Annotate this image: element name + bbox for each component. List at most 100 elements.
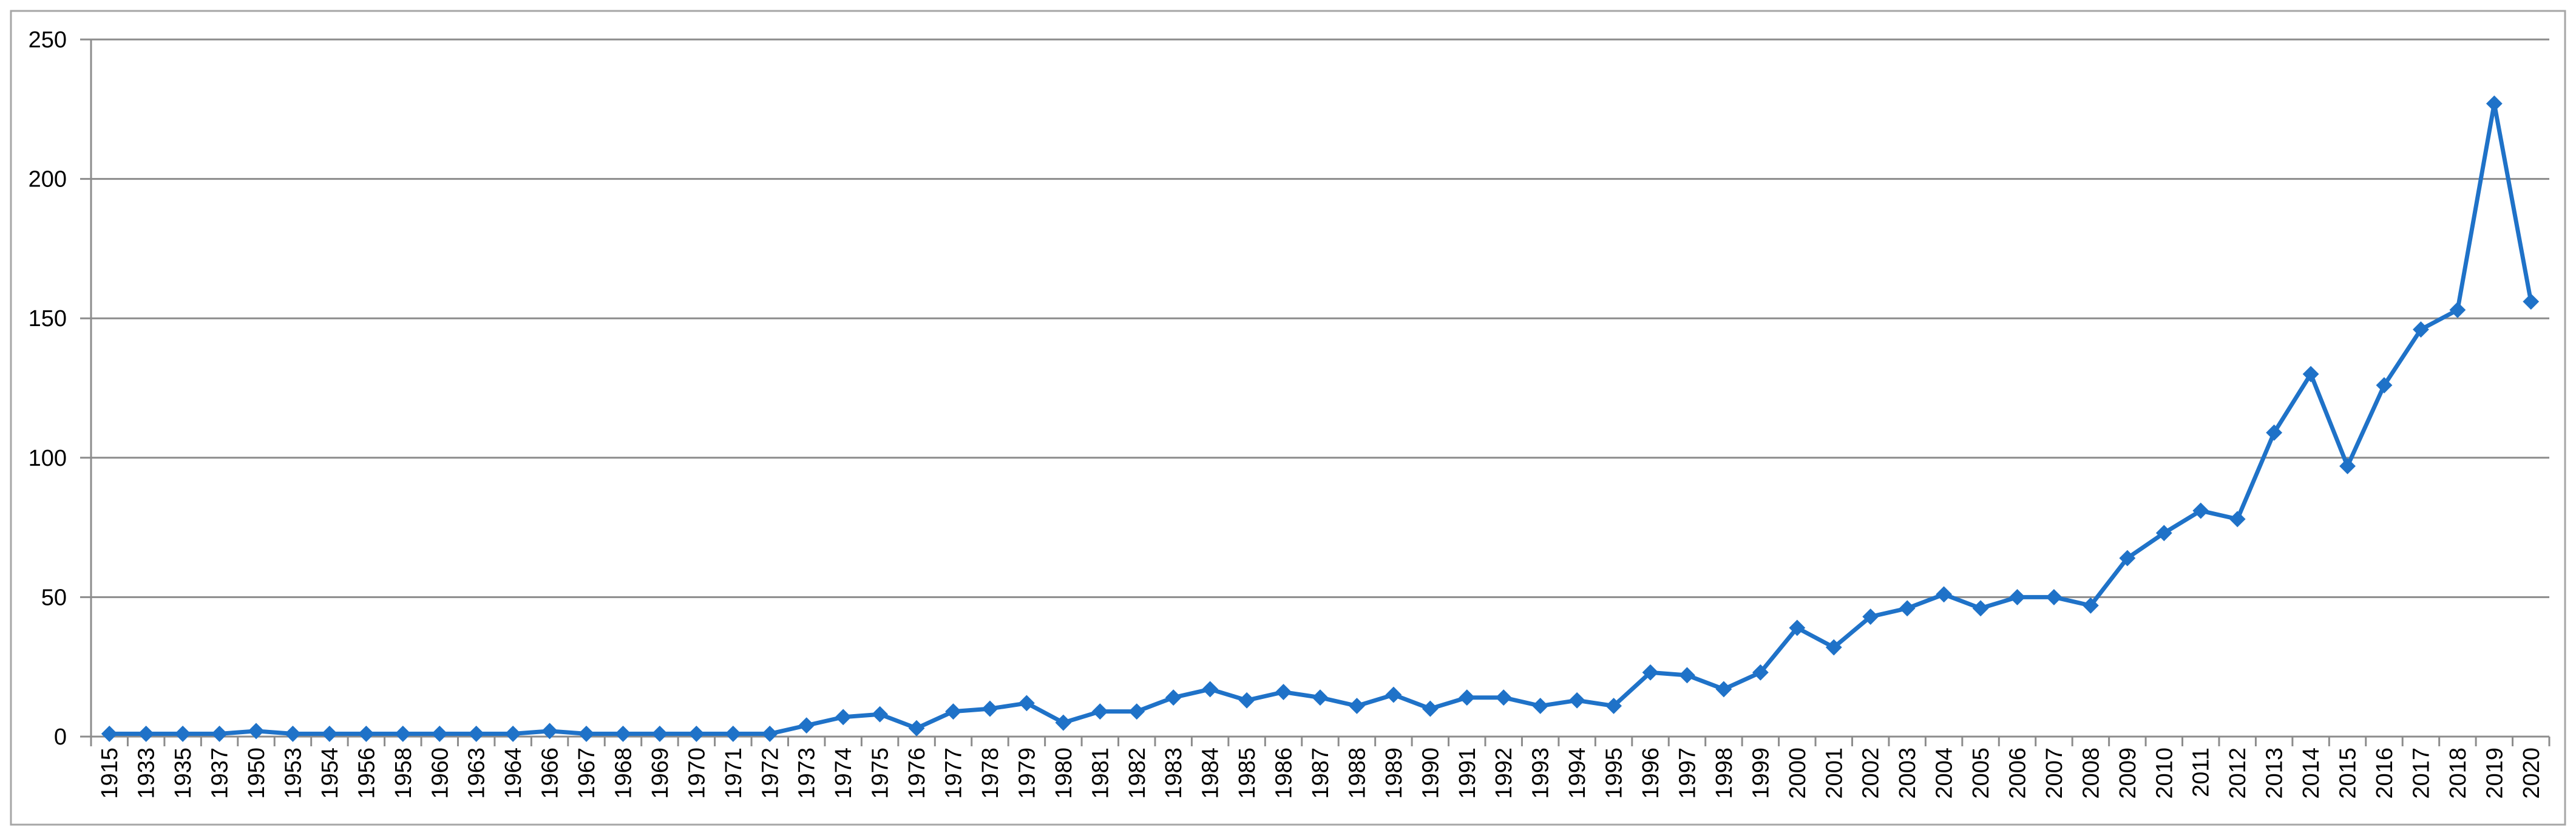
data-point: [578, 725, 595, 742]
x-tick-label: 2017: [2408, 748, 2434, 799]
x-tick-label: 2011: [2189, 748, 2214, 797]
data-point: [2192, 502, 2209, 519]
data-point: [1275, 684, 1292, 700]
data-point: [1459, 689, 1476, 706]
data-point: [1495, 689, 1512, 706]
x-tick-label: 2005: [1968, 748, 1994, 799]
x-tick-label: 1991: [1455, 748, 1480, 799]
x-tick-label: 1933: [134, 748, 160, 799]
x-tick-label: 2009: [2115, 748, 2141, 799]
data-point: [2155, 525, 2172, 542]
data-point: [1202, 681, 1219, 698]
x-tick-label: 1963: [464, 748, 490, 799]
x-tick-label: 2004: [1932, 748, 1957, 799]
data-point: [1568, 692, 1585, 709]
data-point: [285, 725, 301, 742]
x-tick-label: 2002: [1859, 748, 1884, 799]
x-tick-label: 1973: [795, 748, 820, 799]
data-point: [761, 725, 778, 742]
x-tick-label: 1964: [501, 748, 526, 799]
x-tick-label: 1996: [1638, 748, 1664, 799]
x-tick-label: 2008: [2078, 748, 2104, 799]
data-point: [1349, 698, 1365, 714]
x-tick-label: 1979: [1014, 748, 1040, 799]
x-tick-label: 1995: [1602, 748, 1627, 799]
data-point: [615, 725, 631, 742]
data-point: [395, 725, 412, 742]
x-tick-labels: 1915 1933 1935 1937 1950 1953 1954 1956 1958 1960…: [97, 748, 2544, 799]
x-tick-label: 2015: [2336, 748, 2361, 799]
x-tick-label: 2020: [2519, 748, 2544, 799]
data-point: [2302, 366, 2319, 383]
axes: [80, 38, 2551, 746]
x-tick-label: 1972: [758, 748, 783, 799]
x-tick-label: 1950: [244, 748, 269, 799]
data-point: [1862, 608, 1879, 625]
x-tick-label: 1971: [721, 748, 747, 799]
data-point: [1642, 664, 1659, 681]
x-tick-label: 1981: [1088, 748, 1113, 799]
x-tick-label: 1983: [1161, 748, 1187, 799]
x-tick-label: 1956: [354, 748, 379, 799]
data-point: [2413, 321, 2429, 338]
data-point: [1128, 703, 1145, 720]
x-tick-label: 2003: [1895, 748, 1920, 799]
x-tick-label: 1999: [1748, 748, 1774, 799]
data-point: [945, 703, 961, 720]
x-tick-label: 1997: [1675, 748, 1700, 799]
y-tick-label: 200: [29, 167, 67, 192]
x-tick-label: 1987: [1308, 748, 1334, 799]
data-point: [1789, 619, 1806, 636]
data-point: [358, 725, 375, 742]
data-point: [835, 709, 852, 726]
data-point: [2486, 95, 2503, 112]
data-point: [981, 700, 998, 717]
data-point: [2449, 302, 2466, 318]
data-point: [2082, 597, 2099, 614]
x-tick-label: 1969: [648, 748, 673, 799]
x-tick-label: 2012: [2225, 748, 2251, 799]
data-point: [1899, 600, 1916, 617]
y-tick-labels: 0 50 100 150 200 250: [29, 27, 67, 750]
data-point: [2229, 511, 2246, 528]
x-tick-label: 2013: [2262, 748, 2288, 799]
x-tick-label: 1935: [171, 748, 196, 799]
data-point: [1422, 700, 1439, 717]
data-point: [248, 723, 265, 740]
x-tick-label: 1986: [1272, 748, 1297, 799]
x-tick-label: 2018: [2446, 748, 2471, 799]
x-tick-label: 2010: [2152, 748, 2177, 799]
x-tick-label: 1992: [1491, 748, 1517, 799]
data-point: [1385, 686, 1402, 703]
x-tick-label: 1976: [904, 748, 930, 799]
data-point: [504, 725, 521, 742]
x-tick-label: 1985: [1235, 748, 1260, 799]
x-tick-label: 2001: [1822, 748, 1847, 799]
data-point: [1715, 681, 1732, 698]
x-tick-label: 1989: [1381, 748, 1407, 799]
x-tick-label: 1915: [97, 748, 123, 799]
x-tick-label: 1960: [427, 748, 453, 799]
data-point: [2009, 588, 2025, 605]
chart-frame: [10, 10, 2566, 826]
x-tick-label: 2006: [2005, 748, 2031, 799]
data-point: [651, 725, 668, 742]
data-point: [2046, 588, 2062, 605]
x-tick-label: 1954: [317, 748, 343, 799]
y-tick-label: 150: [29, 306, 67, 332]
data-point: [1972, 600, 1989, 617]
data-point: [321, 725, 338, 742]
data-point: [688, 725, 705, 742]
data-point: [101, 725, 118, 742]
data-point: [2376, 376, 2393, 393]
x-tick-label: 1970: [684, 748, 710, 799]
x-tick-label: 1953: [280, 748, 306, 799]
data-point: [1165, 689, 1182, 706]
data-point: [725, 725, 742, 742]
y-tick-label: 250: [29, 27, 67, 53]
x-tick-label: 1968: [611, 748, 636, 799]
x-tick-label: 1974: [831, 748, 856, 799]
x-tick-label: 1977: [941, 748, 967, 799]
data-point: [2523, 293, 2540, 310]
